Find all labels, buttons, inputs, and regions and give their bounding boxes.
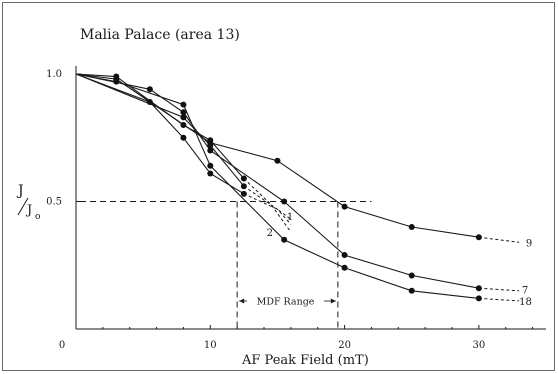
- data-point: [281, 198, 288, 205]
- series-dashed-tail: [478, 297, 520, 302]
- y-label-slash: [17, 197, 29, 216]
- data-point: [207, 142, 214, 149]
- series-line: [75, 73, 479, 299]
- mdf-arrowhead-left: [239, 298, 245, 304]
- data-point: [207, 137, 214, 144]
- series-dashed-tail: [478, 236, 520, 243]
- x-tick-label: 0: [59, 340, 65, 351]
- data-point: [207, 162, 214, 169]
- data-point: [113, 73, 120, 80]
- data-point: [207, 170, 214, 177]
- data-point: [341, 203, 348, 210]
- data-point: [475, 295, 482, 302]
- y-label-denominator: J: [25, 203, 32, 218]
- mdf-range-label: MDF Range: [257, 297, 315, 308]
- series-1: [75, 73, 292, 220]
- data-point: [180, 134, 187, 141]
- data-point: [113, 78, 120, 85]
- y-tick-label: 1.0: [46, 69, 62, 80]
- series-label: 18: [519, 297, 532, 308]
- y-label-subscript: o: [35, 212, 40, 222]
- series-layer: [75, 73, 520, 302]
- annotations: MDF Range: [80, 201, 372, 329]
- series-label: 2: [267, 228, 273, 239]
- figure-frame: [2, 2, 555, 371]
- ticks: 0 10 20 30 0.5 1.0: [46, 69, 534, 351]
- data-point: [274, 157, 281, 164]
- series-line: [75, 73, 245, 187]
- x-tick-label: 20: [338, 340, 351, 351]
- y-axis-label: J J o: [16, 183, 40, 222]
- y-tick-label: 0.5: [46, 197, 62, 208]
- points-layer: [113, 73, 482, 302]
- data-point: [408, 224, 415, 230]
- series-dashed-tail: [478, 287, 520, 292]
- data-point: [475, 234, 482, 241]
- x-tick-label: 30: [472, 340, 485, 351]
- series-unlabeled: [75, 73, 292, 225]
- series-line: [75, 73, 245, 179]
- series-label: 9: [526, 238, 532, 249]
- chart-title: Malia Palace (area 13): [80, 27, 240, 43]
- series-dashed-tail: [243, 178, 292, 233]
- data-point: [240, 175, 247, 182]
- data-point: [240, 190, 247, 197]
- data-point: [341, 264, 348, 271]
- data-point: [180, 122, 187, 128]
- data-point: [146, 99, 153, 106]
- data-point: [207, 147, 214, 154]
- series-7: [75, 73, 520, 292]
- data-point: [475, 285, 482, 292]
- series-label: 7: [522, 285, 528, 296]
- y-label-numerator: J: [16, 183, 24, 199]
- series-dashed-tail: [243, 193, 292, 220]
- x-axis-label: AF Peak Field (mT): [241, 353, 369, 368]
- data-point: [281, 236, 288, 243]
- axes: [75, 66, 546, 330]
- series-2: [75, 73, 292, 233]
- series-label: 1: [287, 212, 293, 223]
- data-point: [341, 252, 348, 259]
- series-line: [75, 73, 480, 289]
- data-point: [180, 101, 187, 108]
- data-point: [180, 109, 187, 116]
- data-point: [180, 114, 187, 121]
- series-line: [75, 73, 245, 195]
- series-18: [75, 73, 520, 302]
- data-point: [240, 183, 247, 190]
- x-tick-label: 10: [204, 340, 217, 351]
- series-dashed-tail: [243, 185, 292, 225]
- data-point: [408, 287, 415, 294]
- mdf-arrowhead-right: [330, 298, 336, 304]
- labels-layer: 9 718 1 2: [267, 212, 533, 308]
- data-point: [146, 86, 153, 93]
- data-point: [408, 272, 415, 279]
